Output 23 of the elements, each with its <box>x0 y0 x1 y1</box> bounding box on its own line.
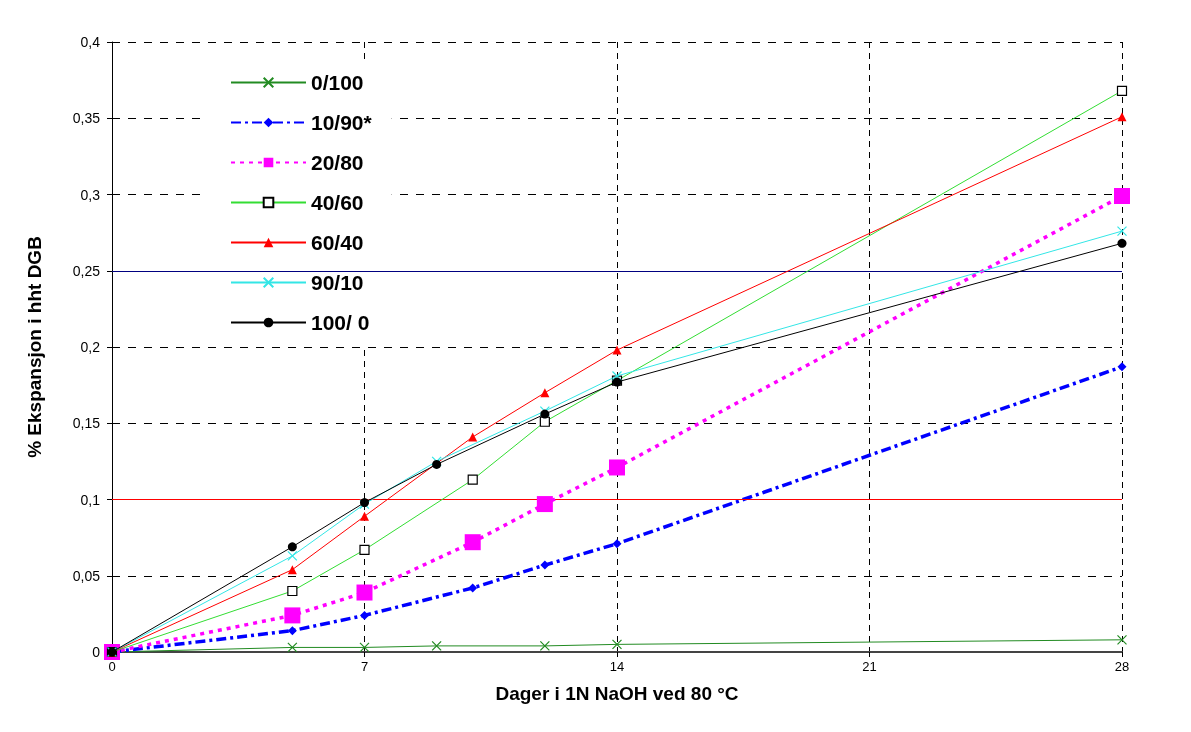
y-tick-label: 0,3 <box>80 186 101 203</box>
legend-label: 90/10 <box>311 271 364 294</box>
y-axis-title: % Ekspansjon i hht DGB <box>24 236 45 458</box>
y-tick-label: 0,2 <box>80 339 101 355</box>
y-tick-label: 0,1 <box>80 491 101 508</box>
y-tick-label: 0,35 <box>72 110 101 127</box>
legend-label: 10/90* <box>311 111 373 134</box>
x-tick-label: 21 <box>862 659 877 674</box>
x-tick-label: 28 <box>1114 659 1130 674</box>
x-tick-label: 14 <box>609 659 625 674</box>
legend-label: 60/40 <box>311 231 364 254</box>
x-axis-title: Dager i 1N NaOH ved 80 °C <box>495 683 739 704</box>
y-tick-label: 0,25 <box>72 262 101 279</box>
legend-label: 20/80 <box>311 151 364 174</box>
y-tick-label: 0,15 <box>72 415 101 432</box>
y-tick-label: 0,05 <box>72 567 101 584</box>
legend-label: 0/100 <box>311 71 364 94</box>
y-tick-label: 0 <box>92 644 101 660</box>
legend-label: 40/60 <box>311 191 364 214</box>
legend-label: 100/ 0 <box>311 311 370 334</box>
x-tick-label: 0 <box>108 659 116 674</box>
x-tick-label: 7 <box>360 659 369 674</box>
y-tick-label: 0,4 <box>80 34 101 50</box>
